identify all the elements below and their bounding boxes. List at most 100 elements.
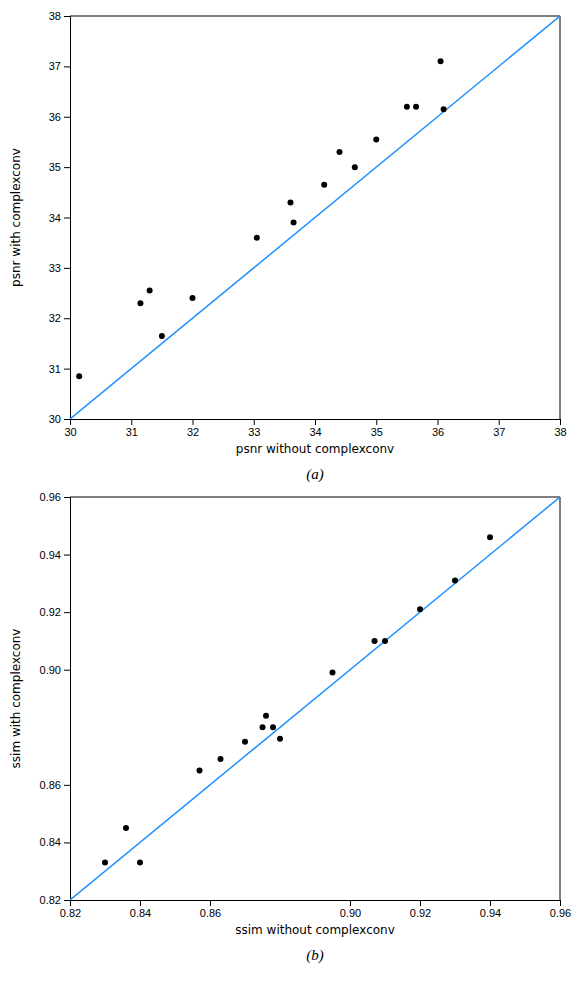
tick-label: 0.96 xyxy=(550,907,571,919)
tick-label: 0.94 xyxy=(40,549,61,561)
tick: 32 xyxy=(49,312,70,324)
reference-line xyxy=(70,497,560,900)
point xyxy=(190,295,196,301)
tick-label: 37 xyxy=(49,60,61,72)
frame xyxy=(560,16,561,419)
point xyxy=(487,534,493,540)
tick-label: 32 xyxy=(187,426,199,438)
tick: 0.82 xyxy=(40,894,70,906)
tick-label: 0.86 xyxy=(200,907,221,919)
tick-mark xyxy=(64,670,70,671)
tick-mark xyxy=(64,842,70,843)
tick-mark xyxy=(64,612,70,613)
caption: (b) xyxy=(306,947,324,964)
point xyxy=(288,199,294,205)
tick-mark xyxy=(64,555,70,556)
tick-label: 34 xyxy=(309,426,321,438)
point xyxy=(123,825,129,831)
tick: 38 xyxy=(49,10,70,22)
tick-mark xyxy=(376,419,377,425)
point xyxy=(137,300,143,306)
tick-label: 0.82 xyxy=(40,894,61,906)
point xyxy=(218,756,224,762)
point xyxy=(372,638,378,644)
tick: 37 xyxy=(49,60,70,72)
axis-line xyxy=(64,17,71,420)
point xyxy=(404,104,410,110)
tick: 36 xyxy=(49,111,70,123)
y-axis: 0.820.840.860.900.920.940.96 xyxy=(40,491,71,906)
tick-mark xyxy=(420,900,421,906)
tick: 37 xyxy=(493,419,505,438)
tick: 35 xyxy=(49,161,70,173)
point xyxy=(260,724,266,730)
x-axis: 0.82 0.84 0.86 0.90 0.92 0.94 0.96 xyxy=(60,900,571,919)
tick-mark xyxy=(64,900,70,901)
tick: 34 xyxy=(309,419,321,438)
tick-mark xyxy=(254,419,255,425)
tick-label: 33 xyxy=(248,426,260,438)
tick-label: 0.90 xyxy=(40,664,61,676)
tick-mark xyxy=(64,497,70,498)
tick-mark xyxy=(140,900,141,906)
tick-label: 38 xyxy=(49,10,61,22)
point xyxy=(102,860,108,866)
axis-line xyxy=(64,498,71,901)
tick: 33 xyxy=(248,419,260,438)
point xyxy=(159,333,165,339)
point xyxy=(352,164,358,170)
point xyxy=(242,739,248,745)
point xyxy=(413,104,419,110)
tick-mark xyxy=(64,16,70,17)
tick-mark xyxy=(350,900,351,906)
tick: 0.84 xyxy=(40,836,70,848)
x-axis: 30 31 32 33 34 35 36 37 38 xyxy=(64,419,566,438)
tick-mark xyxy=(64,318,70,319)
point xyxy=(321,182,327,188)
tick: 0.84 xyxy=(130,900,151,919)
tick: 32 xyxy=(187,419,199,438)
tick-label: 0.84 xyxy=(130,907,151,919)
tick-label: 38 xyxy=(554,426,566,438)
tick-label: 31 xyxy=(126,426,138,438)
tick: 33 xyxy=(49,262,70,274)
tick-mark xyxy=(193,419,194,425)
tick-label: 32 xyxy=(49,312,61,324)
point xyxy=(337,149,343,155)
tick-label: 0.90 xyxy=(340,907,361,919)
point xyxy=(291,220,297,226)
tick-label: 0.94 xyxy=(480,907,501,919)
tick: 0.94 xyxy=(40,549,70,561)
tick-label: 30 xyxy=(64,426,76,438)
tick: 0.82 xyxy=(60,900,81,919)
tick-label: 36 xyxy=(432,426,444,438)
point xyxy=(417,606,423,612)
point xyxy=(270,724,276,730)
axis-line xyxy=(71,420,561,426)
tick-mark xyxy=(64,66,70,67)
point xyxy=(330,670,336,676)
point xyxy=(277,736,283,742)
tick-mark xyxy=(560,419,561,425)
tick-label: 0.86 xyxy=(40,779,61,791)
tick: 0.92 xyxy=(410,900,431,919)
tick-mark xyxy=(560,900,561,906)
tick-label: 35 xyxy=(371,426,383,438)
y-axis-title: psnr with complexconv xyxy=(9,148,23,287)
tick-mark xyxy=(64,785,70,786)
tick: 0.90 xyxy=(340,900,361,919)
tick-label: 0.92 xyxy=(40,606,61,618)
chart: 303132333435363738303132333435363738psnr… xyxy=(9,10,567,483)
tick-mark xyxy=(64,268,70,269)
frame xyxy=(70,497,560,498)
tick-label: 31 xyxy=(49,363,61,375)
x-axis-title: psnr without complexconv xyxy=(236,442,394,456)
tick: 0.96 xyxy=(550,900,571,919)
tick: 0.94 xyxy=(480,900,501,919)
tick-label: 35 xyxy=(49,161,61,173)
figure: 303132333435363738303132333435363738psnr… xyxy=(0,0,582,986)
point xyxy=(382,638,388,644)
point xyxy=(441,106,447,112)
tick: 34 xyxy=(49,212,70,224)
tick-mark xyxy=(499,419,500,425)
